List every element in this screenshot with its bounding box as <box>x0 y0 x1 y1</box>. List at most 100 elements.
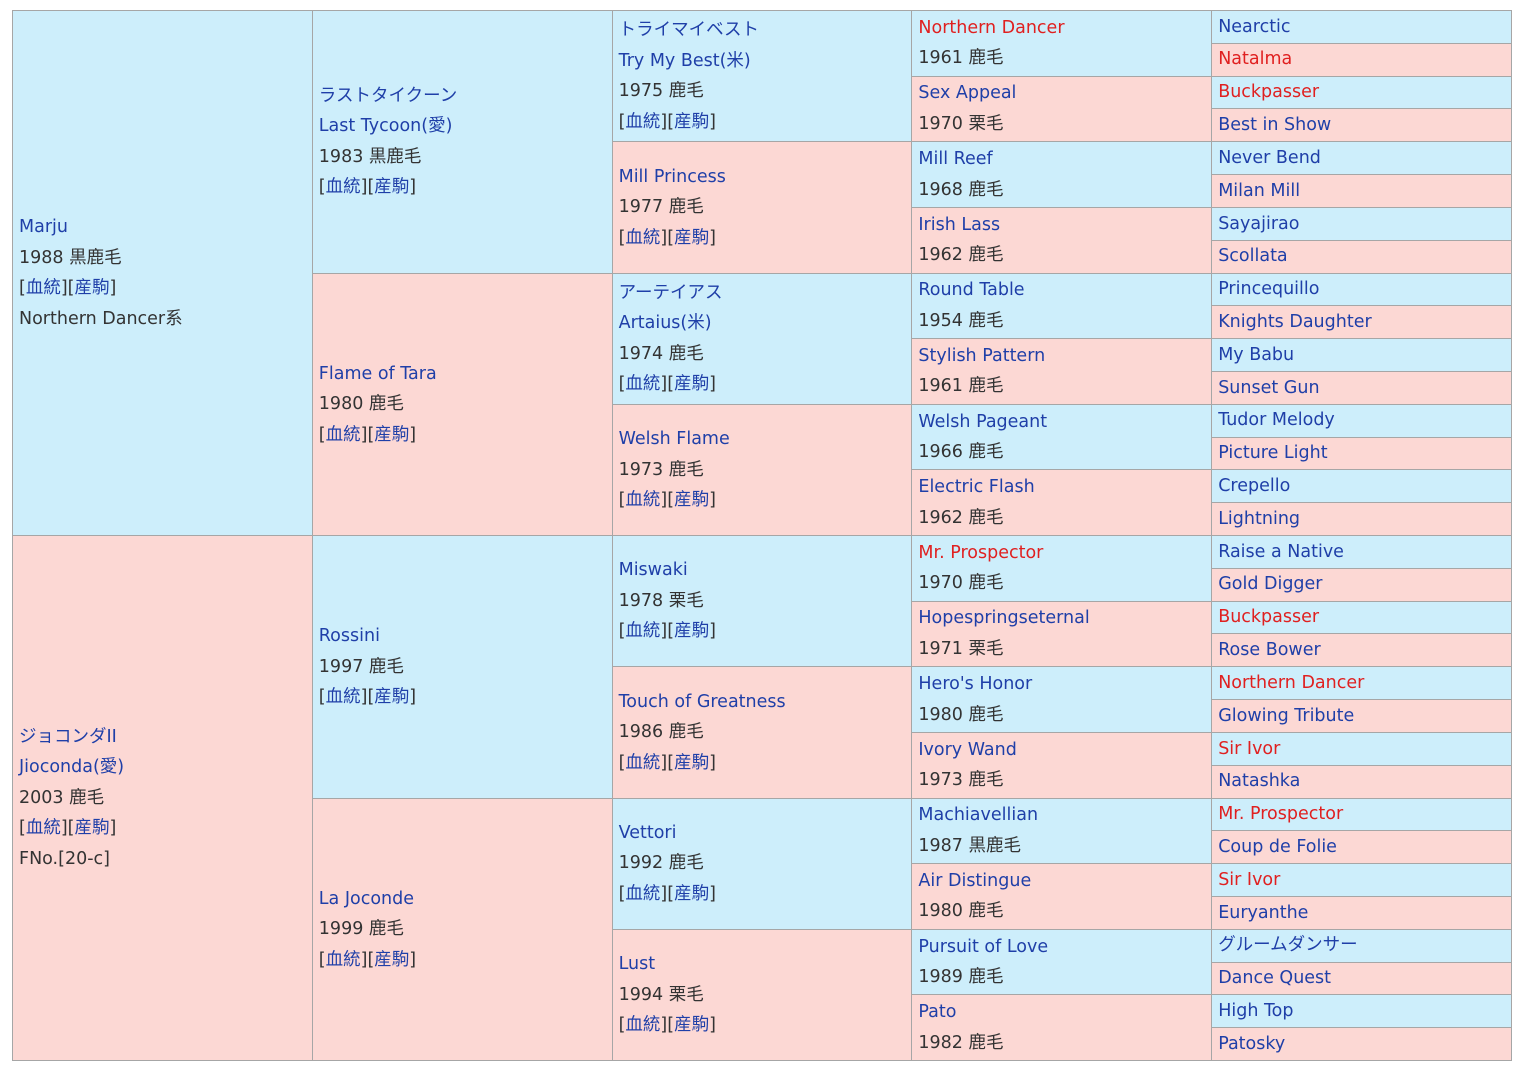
horse-name-link[interactable]: Hopespringseternal <box>918 608 1090 629</box>
horse-name-link[interactable]: Sir Ivor <box>1218 869 1281 890</box>
horse-name-link[interactable]: Buckpasser <box>1218 82 1320 103</box>
horse-name-link[interactable]: Jioconda(愛) <box>19 757 125 778</box>
horse-name-link[interactable]: Milan Mill <box>1218 180 1301 201</box>
horse-name-link[interactable]: Euryanthe <box>1218 902 1309 923</box>
horse-name-link[interactable]: Round Table <box>918 280 1025 301</box>
horse-name-link[interactable]: Ivory Wand <box>918 739 1017 760</box>
horse-name-link[interactable]: Natashka <box>1218 771 1301 792</box>
horse-name-link[interactable]: アーテイアス <box>618 282 723 303</box>
horse-name-link[interactable]: Crepello <box>1218 476 1291 497</box>
horse-name-link[interactable]: Sex Appeal <box>918 83 1017 104</box>
horse-name-link[interactable]: Machiavellian <box>918 805 1039 826</box>
progeny-link[interactable]: 産駒 <box>74 278 110 298</box>
progeny-link[interactable]: 産駒 <box>674 374 710 395</box>
pedigree-row: Touch of Greatness 1986 鹿毛 [血統][産駒] Hero's … <box>13 666 1512 799</box>
horse-name-link[interactable]: Nearctic <box>1218 16 1291 37</box>
horse-name-link[interactable]: Mill Princess <box>618 166 726 187</box>
pedigree-links: [血統][産駒] <box>619 879 911 910</box>
pedigree-link[interactable]: 血統 <box>25 278 61 298</box>
horse-name-link[interactable]: Stylish Pattern <box>918 345 1046 366</box>
horse-name-link[interactable]: Flame of Tara <box>318 363 437 384</box>
progeny-link[interactable]: 産駒 <box>674 111 710 132</box>
horse-name-link[interactable]: Best in Show <box>1218 115 1332 136</box>
progeny-link[interactable]: 産駒 <box>374 177 410 198</box>
pedigree-link[interactable]: 血統 <box>325 424 361 445</box>
pedigree-link[interactable]: 血統 <box>625 490 661 511</box>
horse-name-link[interactable]: Raise a Native <box>1218 541 1344 562</box>
horse-name-link[interactable]: Welsh Pageant <box>918 411 1048 432</box>
horse-name-link[interactable]: Princequillo <box>1218 279 1320 300</box>
progeny-link[interactable]: 産駒 <box>374 687 410 707</box>
horse-name-link[interactable]: Sunset Gun <box>1218 377 1320 398</box>
horse-name-link[interactable]: Mill Reef <box>918 149 993 170</box>
pedigree-link[interactable]: 血統 <box>325 177 361 198</box>
horse-name-link[interactable]: Northern Dancer <box>1218 672 1365 693</box>
horse-name-link[interactable]: Buckpasser <box>1218 607 1320 628</box>
pedigree-link[interactable]: 血統 <box>625 621 661 642</box>
horse-name-link[interactable]: グルームダンサー <box>1218 935 1358 956</box>
progeny-link[interactable]: 産駒 <box>74 818 110 839</box>
horse-name-link[interactable]: Marju <box>19 217 68 237</box>
progeny-link[interactable]: 産駒 <box>374 424 410 445</box>
horse-name-link[interactable]: トライマイベスト <box>618 20 759 41</box>
horse-name-link[interactable]: Hero's Honor <box>918 674 1033 695</box>
progeny-link[interactable]: 産駒 <box>674 621 710 642</box>
horse-name-link[interactable]: My Babu <box>1218 344 1295 365</box>
pedigree-link[interactable]: 血統 <box>625 374 661 395</box>
horse-name-link[interactable]: Pato <box>918 1002 957 1023</box>
horse-info: 1961 鹿毛 <box>918 376 1004 397</box>
horse-name-link[interactable]: Gold Digger <box>1218 574 1323 595</box>
horse-name-link[interactable]: Sir Ivor <box>1218 738 1281 759</box>
progeny-link[interactable]: 産駒 <box>674 883 710 904</box>
pedigree-link[interactable]: 血統 <box>325 687 361 707</box>
progeny-link[interactable]: 産駒 <box>674 227 710 248</box>
pedigree-link[interactable]: 血統 <box>625 883 661 904</box>
horse-name-link[interactable]: Scollata <box>1218 246 1288 267</box>
progeny-link[interactable]: 産駒 <box>674 490 710 511</box>
bracket: [ <box>19 278 26 298</box>
pedigree-link[interactable]: 血統 <box>25 818 61 839</box>
horse-name-link[interactable]: Mr. Prospector <box>1218 804 1344 825</box>
bracket: ][ <box>660 111 675 132</box>
horse-name-link[interactable]: Vettori <box>618 822 677 843</box>
horse-name-link[interactable]: Picture Light <box>1218 443 1328 464</box>
horse-name-link[interactable]: Lust <box>618 954 656 975</box>
horse-name-link[interactable]: La Joconde <box>318 888 414 909</box>
horse-name-link[interactable]: Natalma <box>1218 49 1293 70</box>
horse-name-link[interactable]: Sayajirao <box>1218 213 1300 234</box>
horse-name-link[interactable]: Electric Flash <box>918 477 1035 498</box>
horse-name-link[interactable]: Last Tycoon(愛) <box>318 116 453 137</box>
horse-name-link[interactable]: Try My Best(米) <box>618 50 751 71</box>
progeny-link[interactable]: 産駒 <box>674 752 710 773</box>
pedigree-link[interactable]: 血統 <box>625 111 661 132</box>
horse-name-link[interactable]: Touch of Greatness <box>618 691 786 712</box>
pedigree-link[interactable]: 血統 <box>625 1015 661 1036</box>
progeny-link[interactable]: 産駒 <box>674 1015 710 1036</box>
horse-name-link[interactable]: Irish Lass <box>918 214 1001 235</box>
gen4-cell: Pato 1982 鹿毛 <box>911 994 1213 1061</box>
horse-name-link[interactable]: ラストタイクーン <box>318 85 458 106</box>
horse-name-link[interactable]: Rossini <box>318 626 380 646</box>
horse-name-link[interactable]: Tudor Melody <box>1218 410 1335 431</box>
horse-name-link[interactable]: Coup de Folie <box>1218 836 1337 857</box>
horse-name-link[interactable]: Mr. Prospector <box>918 542 1044 563</box>
horse-name-link[interactable]: Miswaki <box>618 560 688 581</box>
horse-name-link[interactable]: Dance Quest <box>1218 968 1332 989</box>
horse-name-link[interactable]: ジョコンダII <box>19 726 117 747</box>
pedigree-link[interactable]: 血統 <box>325 949 361 970</box>
horse-name-link[interactable]: Welsh Flame <box>618 429 730 450</box>
horse-name-link[interactable]: Pursuit of Love <box>918 936 1049 957</box>
horse-name-link[interactable]: Lightning <box>1218 508 1301 529</box>
progeny-link[interactable]: 産駒 <box>374 949 410 970</box>
horse-name-link[interactable]: Never Bend <box>1218 147 1321 168</box>
pedigree-link[interactable]: 血統 <box>625 227 661 248</box>
horse-name-link[interactable]: Air Distingue <box>918 870 1032 891</box>
horse-name-link[interactable]: High Top <box>1218 1001 1294 1022</box>
horse-name-link[interactable]: Patosky <box>1218 1033 1286 1054</box>
horse-name-link[interactable]: Glowing Tribute <box>1218 705 1355 726</box>
horse-name-link[interactable]: Northern Dancer <box>918 17 1065 38</box>
horse-name-link[interactable]: Knights Daughter <box>1218 311 1372 332</box>
pedigree-link[interactable]: 血統 <box>625 752 661 773</box>
horse-name-link[interactable]: Rose Bower <box>1218 640 1321 661</box>
horse-name-link[interactable]: Artaius(米) <box>618 313 712 334</box>
